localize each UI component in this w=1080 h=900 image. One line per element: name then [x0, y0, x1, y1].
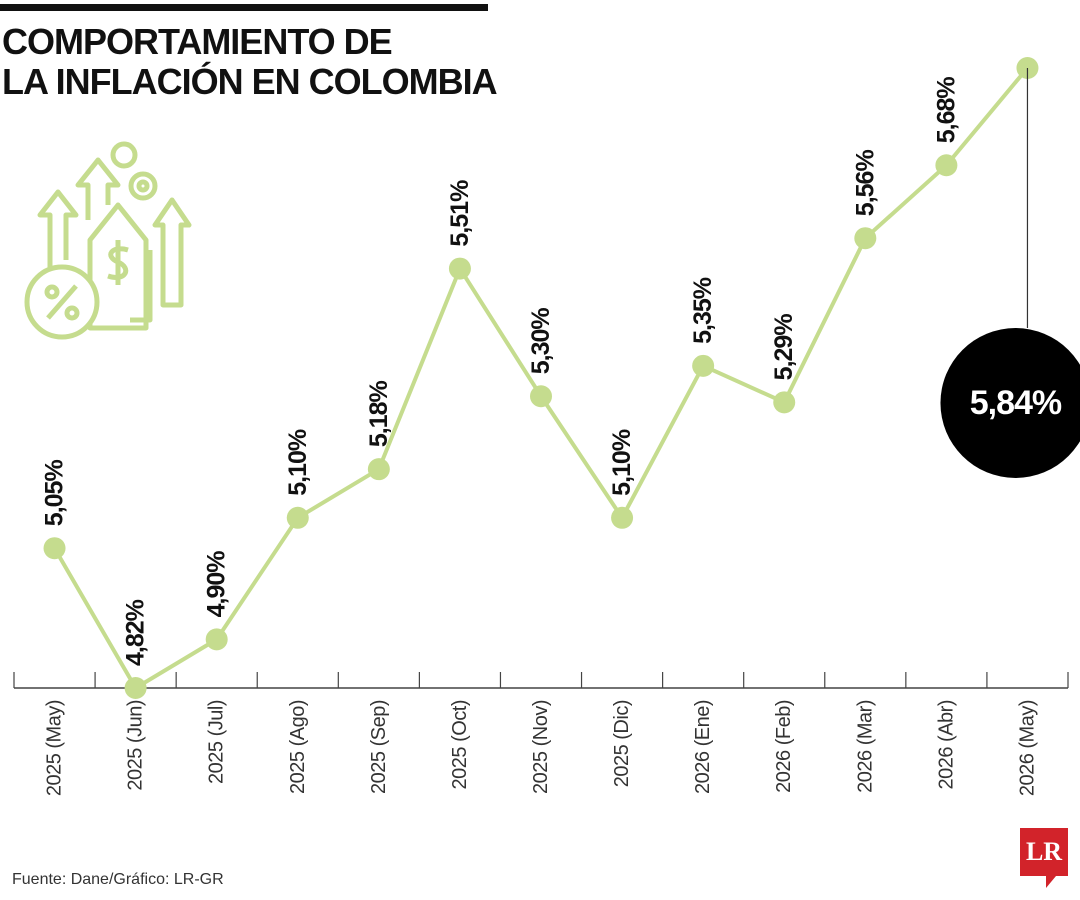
- value-label: 5,51%: [446, 180, 474, 247]
- x-tick-label: 2025 (Jul): [206, 700, 228, 784]
- point: [854, 227, 877, 250]
- value-label: 4,82%: [122, 599, 150, 666]
- x-tick-label: 2025 (Jun): [125, 700, 147, 791]
- value-label: 5,18%: [365, 381, 393, 448]
- point: [205, 628, 228, 651]
- point: [367, 458, 390, 481]
- value-label: 5,10%: [284, 429, 312, 496]
- value-label: 5,84%: [970, 384, 1062, 422]
- point: [286, 506, 309, 529]
- value-label: 5,30%: [527, 308, 555, 375]
- point: [448, 257, 471, 280]
- highlight-circle: [940, 328, 1080, 478]
- x-tick-label: 2026 (Abr): [935, 700, 957, 790]
- x-tick-label: 2025 (Sep): [368, 700, 390, 794]
- x-tick-label: 2025 (Nov): [530, 700, 552, 794]
- point: [773, 391, 796, 414]
- value-label: 5,29%: [770, 314, 798, 381]
- logo: LR: [1026, 837, 1062, 866]
- chart-title: LA INFLACIÓN EN COLOMBIA: [2, 60, 498, 102]
- value-label: 5,10%: [608, 429, 636, 496]
- value-label: 5,68%: [932, 77, 960, 144]
- x-tick-label: 2025 (Dic): [611, 700, 633, 787]
- x-tick-label: 2025 (Oct): [449, 700, 471, 789]
- icon: [24, 141, 192, 340]
- chart-title: COMPORTAMIENTO DE: [2, 21, 392, 62]
- x-tick-label: 2026 (May): [1016, 700, 1038, 796]
- value-label: 5,05%: [41, 460, 69, 527]
- x-tick-label: 2026 (Mar): [854, 700, 876, 793]
- point: [935, 154, 958, 177]
- point: [611, 506, 634, 529]
- line: [52, 66, 1029, 690]
- logo-box: [1020, 828, 1068, 888]
- x-tick-label: 2025 (May): [44, 700, 66, 796]
- point: [692, 354, 715, 377]
- value-label: 4,90%: [203, 551, 231, 618]
- point: [43, 537, 66, 560]
- top-bar: [0, 4, 488, 11]
- x-tick-label: 2026 (Ene): [692, 700, 714, 794]
- value-label: 5,56%: [851, 150, 879, 217]
- x-tick-label: 2025 (Ago): [287, 700, 309, 794]
- value-label: 5,35%: [689, 277, 717, 344]
- source: Fuente: Dane/Gráfico: LR-GR: [12, 871, 224, 888]
- point: [530, 385, 552, 408]
- point: [124, 677, 147, 699]
- x-tick-label: 2026 (Feb): [773, 700, 795, 793]
